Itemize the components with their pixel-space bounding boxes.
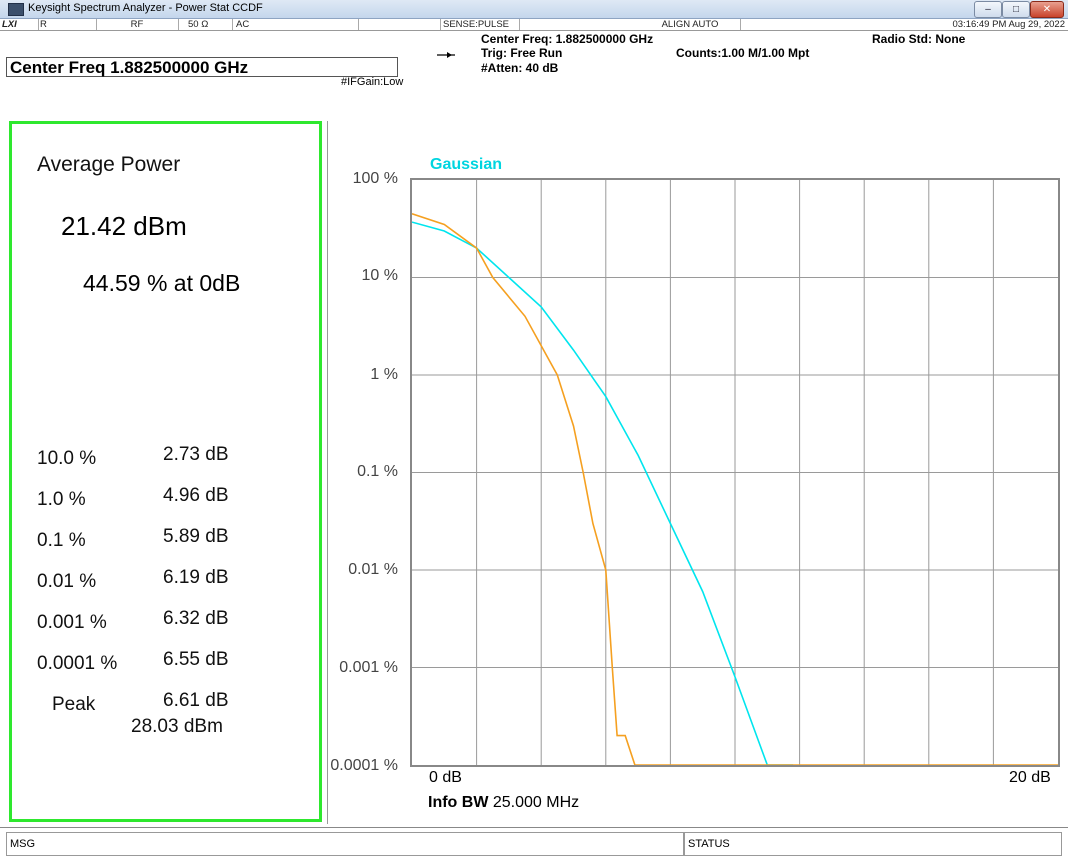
status-row: LXI R RF 50 Ω AC SENSE:PULSE ALIGN AUTO …: [0, 19, 1068, 31]
atten-readout: #Atten: 40 dB: [481, 61, 559, 75]
trigger-arrow-icon: [437, 50, 457, 60]
ccdf-plot[interactable]: [410, 178, 1060, 767]
rf-indicator: RF: [96, 19, 179, 30]
app-icon: [8, 3, 24, 16]
info-bw: Info BW 25.000 MHz: [428, 794, 579, 812]
row-pct: 0.01 %: [37, 571, 97, 592]
row-db: 6.19 dB: [163, 567, 229, 588]
x-end-label: 20 dB: [1009, 769, 1051, 786]
trig-readout: Trig: Free Run: [481, 46, 563, 60]
y-tick-label: 0.001 %: [339, 659, 398, 676]
center-freq-box[interactable]: Center Freq 1.882500000 GHz: [6, 57, 398, 77]
y-tick-label: 0.01 %: [348, 561, 398, 578]
peak-dbm: 28.03 dBm: [131, 716, 223, 737]
row-db: 4.96 dB: [163, 485, 229, 506]
status-field: STATUS: [684, 832, 1062, 856]
y-tick-label: 1 %: [370, 366, 398, 383]
row-pct: 10.0 %: [37, 448, 97, 469]
y-tick-label: 100 %: [352, 170, 398, 187]
maximize-button[interactable]: □: [1002, 1, 1030, 18]
y-tick-label: 0.0001 %: [330, 757, 398, 774]
row-db: 2.73 dB: [163, 444, 229, 465]
peak-label: Peak: [52, 694, 96, 715]
info-bw-label: Info BW: [428, 794, 489, 811]
counts-readout: Counts:1.00 M/1.00 Mpt: [676, 46, 810, 60]
center-freq-readout: Center Freq: 1.882500000 GHz: [481, 32, 654, 46]
results-panel: Average Power 21.42 dBm 44.59 % at 0dB 1…: [9, 121, 322, 822]
avg-power-percent: 44.59 % at 0dB: [83, 270, 241, 296]
impedance-indicator: 50 Ω: [180, 19, 233, 30]
x-start-label: 0 dB: [429, 769, 462, 786]
ccdf-plot-svg: [412, 180, 1058, 765]
row-pct: 1.0 %: [37, 489, 86, 510]
avg-power-label: Average Power: [37, 153, 181, 176]
close-button[interactable]: ✕: [1030, 1, 1064, 18]
align-indicator: ALIGN AUTO: [640, 19, 741, 30]
window-titlebar: Keysight Spectrum Analyzer - Power Stat …: [0, 0, 1068, 19]
sense-indicator: SENSE:PULSE: [440, 19, 520, 30]
y-tick-label: 10 %: [361, 267, 398, 284]
input-mode: R: [38, 19, 97, 30]
coupling-indicator: AC: [226, 19, 359, 30]
y-tick-label: 0.1 %: [357, 463, 398, 480]
row-db: 6.32 dB: [163, 608, 229, 629]
radio-std-readout: Radio Std: None: [872, 32, 966, 46]
window-title: Keysight Spectrum Analyzer - Power Stat …: [28, 2, 263, 14]
lxi-indicator: LXI: [0, 19, 39, 30]
minimize-button[interactable]: –: [974, 1, 1002, 18]
peak-db: 6.61 dB: [163, 690, 229, 711]
avg-power-value: 21.42 dBm: [61, 211, 187, 241]
row-pct: 0.0001 %: [37, 653, 118, 674]
row-db: 5.89 dB: [163, 526, 229, 547]
ifgain-readout: #IFGain:Low: [341, 76, 404, 88]
row-db: 6.55 dB: [163, 649, 229, 670]
message-bar: MSG STATUS: [0, 827, 1068, 860]
info-bw-value: 25.000 MHz: [492, 794, 580, 811]
measured-ccdf-line: [412, 213, 1058, 765]
row-pct: 0.001 %: [37, 612, 107, 633]
row-pct: 0.1 %: [37, 530, 86, 551]
gaussian-label: Gaussian: [430, 156, 503, 173]
panel-divider: [327, 121, 328, 824]
msg-field: MSG: [6, 832, 684, 856]
datetime: 03:16:49 PM Aug 29, 2022: [952, 19, 1065, 30]
gaussian-reference-line: [412, 221, 794, 765]
